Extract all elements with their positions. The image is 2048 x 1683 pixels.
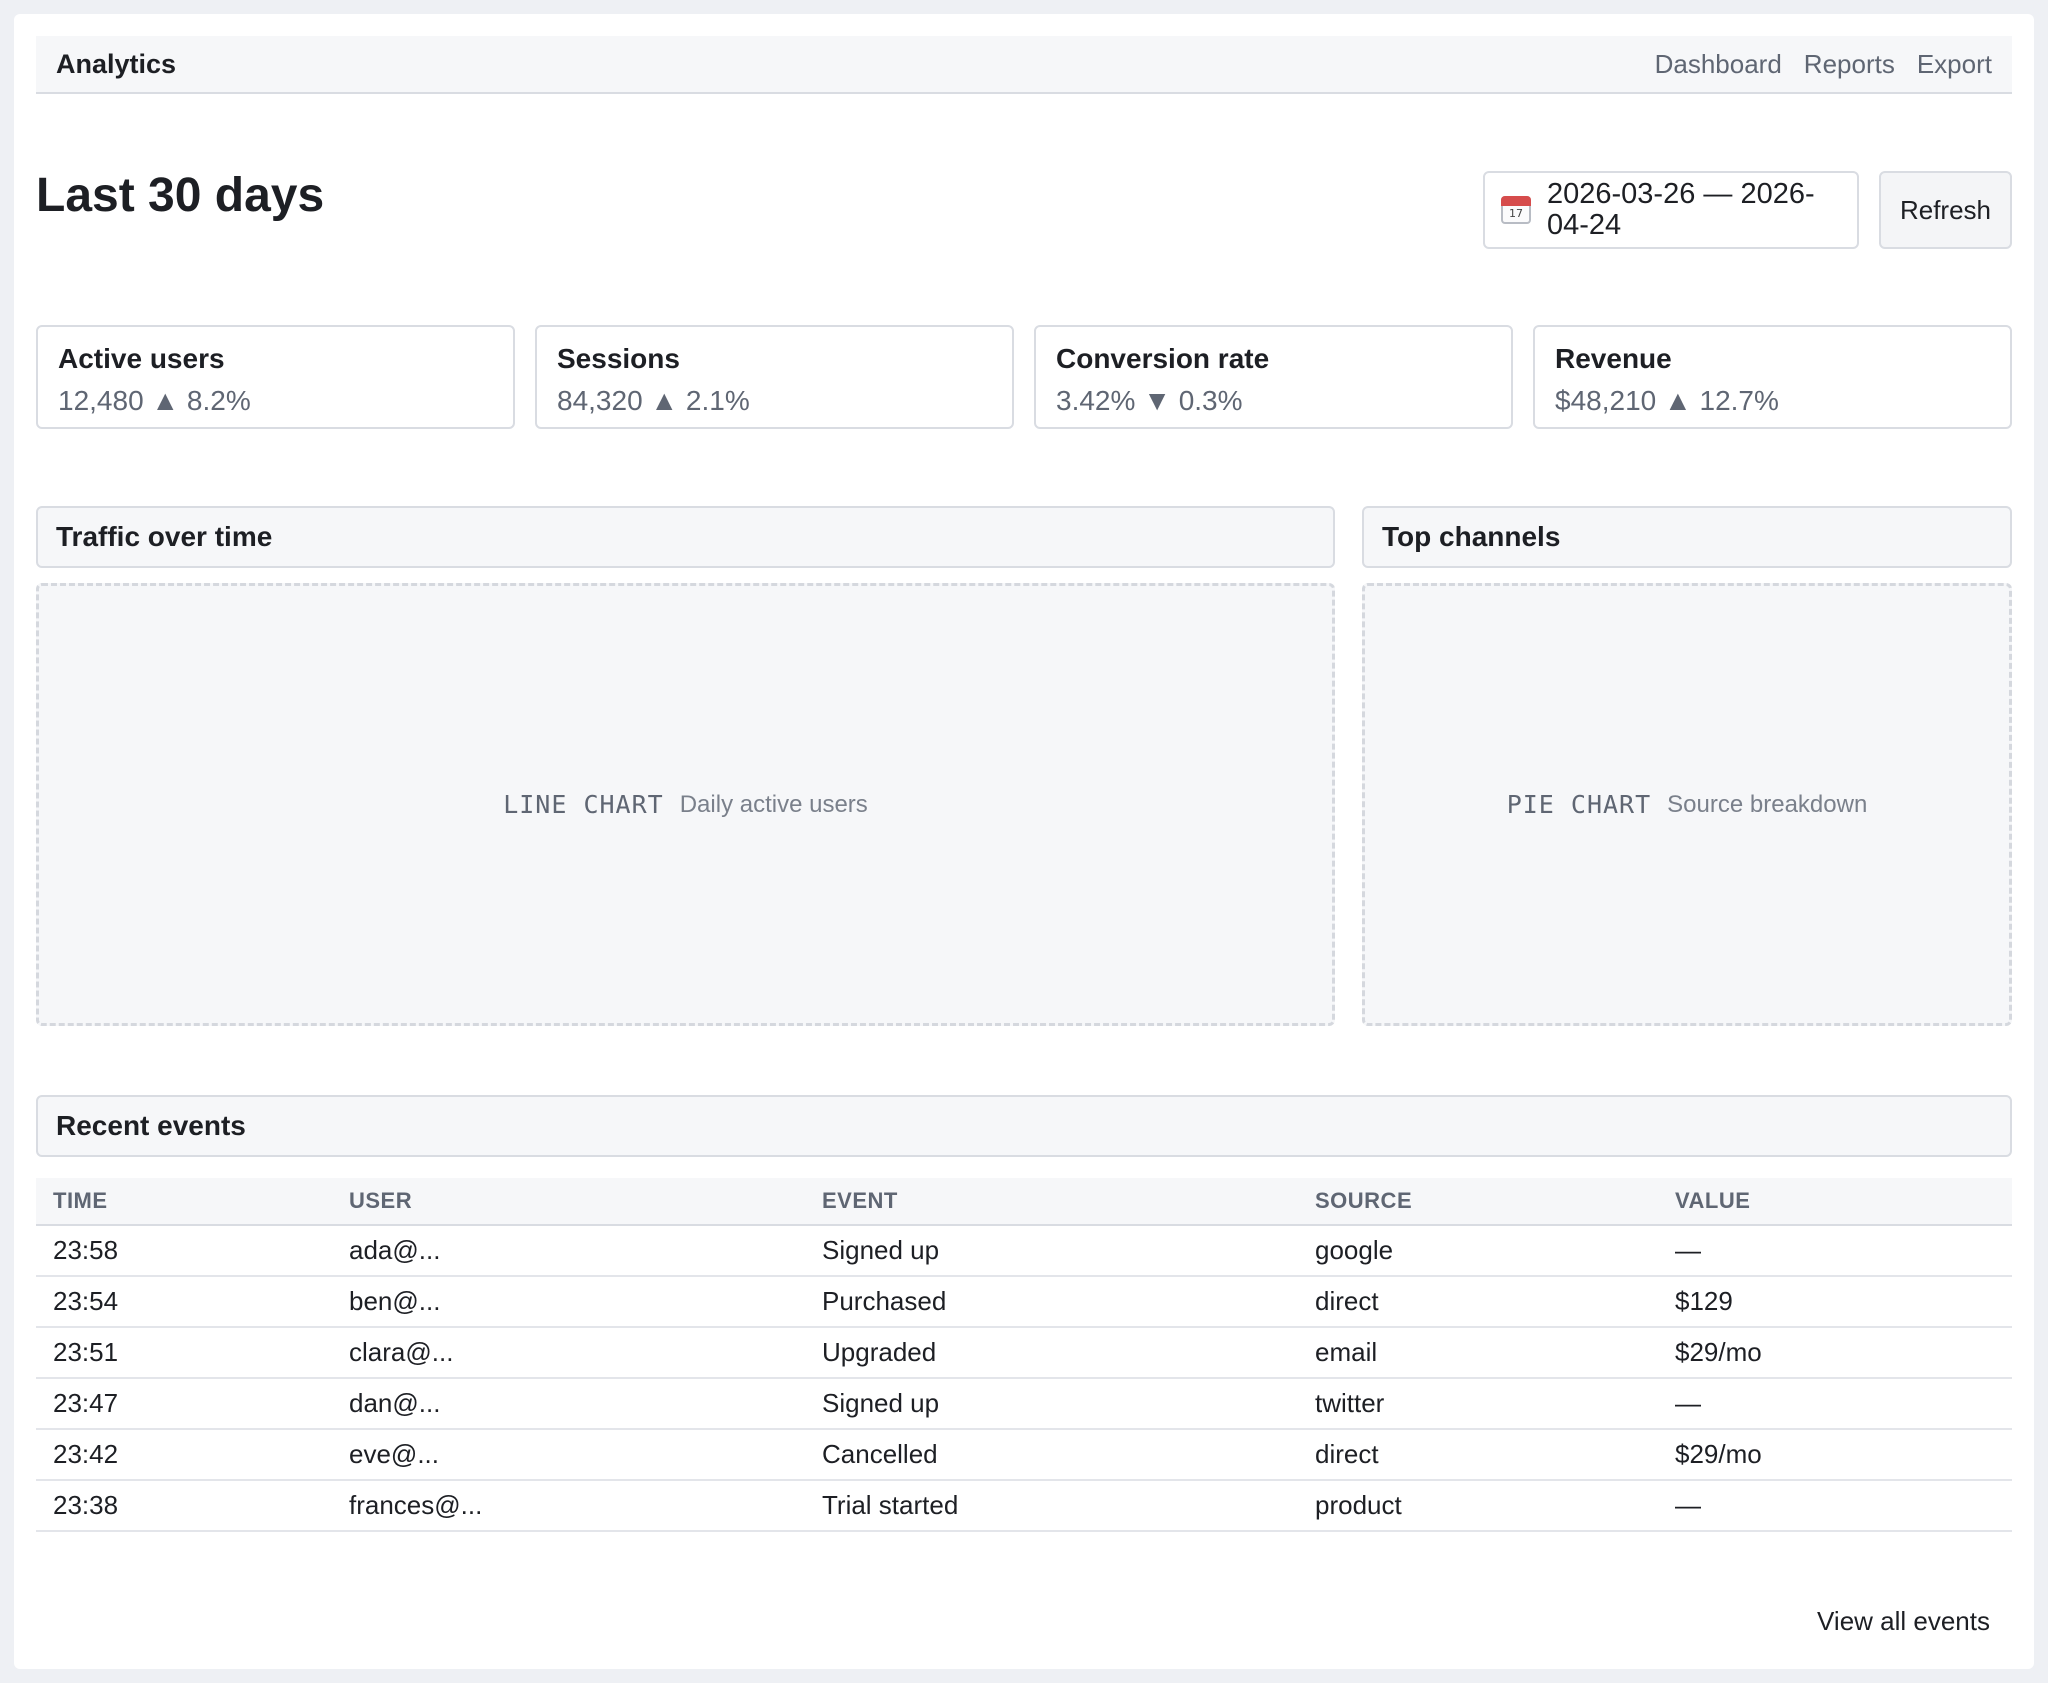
cell-user: clara@... <box>332 1327 805 1379</box>
kpi-card-sessions: Sessions 84,320 ▲ 2.1% <box>535 325 1014 429</box>
trend-down-icon: ▼ <box>1143 385 1171 416</box>
kpi-delta: 8.2% <box>186 385 251 416</box>
kpi-value-row: 12,480 ▲ 8.2% <box>58 385 493 417</box>
channels-chart-placeholder: PIE CHART Source breakdown <box>1362 583 2012 1026</box>
traffic-chart-placeholder: LINE CHART Daily active users <box>36 583 1335 1026</box>
trend-up-icon: ▲ <box>650 385 679 416</box>
kpi-delta: 2.1% <box>685 385 750 416</box>
cell-time: 23:42 <box>36 1429 332 1481</box>
table-row[interactable]: 23:54 ben@... Purchased direct $129 <box>36 1276 2012 1328</box>
column-header-time[interactable]: TIME <box>36 1178 332 1226</box>
nav-reports-link[interactable]: Reports <box>1803 48 1895 79</box>
cell-value: — <box>1658 1480 2012 1532</box>
table-row[interactable]: 23:47 dan@... Signed up twitter — <box>36 1378 2012 1430</box>
cell-event: Cancelled <box>805 1429 1298 1481</box>
kpi-value: 12,480 <box>58 385 144 416</box>
placeholder-description: Daily active users <box>679 790 868 818</box>
kpi-value: 84,320 <box>557 385 643 416</box>
column-header-source[interactable]: SOURCE <box>1298 1178 1658 1226</box>
placeholder-kind: LINE CHART <box>503 790 664 819</box>
kpi-value-row: 3.42% ▼ 0.3% <box>1056 385 1491 417</box>
placeholder-description: Source breakdown <box>1667 790 1868 818</box>
placeholder-kind: PIE CHART <box>1506 790 1652 819</box>
traffic-panel-title: Traffic over time <box>56 521 273 552</box>
table-row[interactable]: 23:51 clara@... Upgraded email $29/mo <box>36 1327 2012 1379</box>
main-nav: Dashboard Reports Export <box>1655 49 1992 80</box>
cell-source: google <box>1298 1225 1658 1277</box>
events-panel-title: Recent events <box>56 1110 246 1141</box>
kpi-label: Conversion rate <box>1056 343 1270 374</box>
date-range-value: 2026-03-26 — 2026-04-24 <box>1547 178 1815 241</box>
cell-time: 23:58 <box>36 1225 332 1277</box>
cell-user: ada@... <box>332 1225 805 1277</box>
column-header-value[interactable]: VALUE <box>1658 1178 2012 1226</box>
view-all-events-link[interactable]: View all events <box>1817 1606 1990 1636</box>
date-range-picker[interactable]: 17 2026-03-26 — 2026-04-24 <box>1483 171 1859 249</box>
kpi-label: Active users <box>58 343 225 374</box>
events-table: TIME USER EVENT SOURCE VALUE 23:58 ada@.… <box>36 1178 2012 1532</box>
cell-value: $29/mo <box>1658 1429 2012 1481</box>
kpi-delta: 0.3% <box>1178 385 1243 416</box>
cell-value: — <box>1658 1225 2012 1277</box>
cell-event: Purchased <box>805 1276 1298 1328</box>
cell-event: Trial started <box>805 1480 1298 1532</box>
table-row[interactable]: 23:42 eve@... Cancelled direct $29/mo <box>36 1429 2012 1481</box>
kpi-delta: 12.7% <box>1699 385 1779 416</box>
traffic-panel-header: Traffic over time <box>36 506 1335 568</box>
page-title: Last 30 days <box>36 169 325 222</box>
calendar-icon-day: 17 <box>1509 207 1523 220</box>
cell-user: ben@... <box>332 1276 805 1328</box>
cell-event: Signed up <box>805 1378 1298 1430</box>
app-title: Analytics <box>56 48 177 79</box>
cell-source: direct <box>1298 1276 1658 1328</box>
kpi-value-row: $48,210 ▲ 12.7% <box>1555 385 1990 417</box>
kpi-card-active-users: Active users 12,480 ▲ 8.2% <box>36 325 515 429</box>
kpi-value-row: 84,320 ▲ 2.1% <box>557 385 992 417</box>
kpi-card-revenue: Revenue $48,210 ▲ 12.7% <box>1533 325 2012 429</box>
cell-user: eve@... <box>332 1429 805 1481</box>
cell-source: email <box>1298 1327 1658 1379</box>
cell-value: — <box>1658 1378 2012 1430</box>
events-panel-header: Recent events <box>36 1095 2012 1157</box>
top-navbar: Analytics Dashboard Reports Export <box>36 36 2012 94</box>
column-header-event[interactable]: EVENT <box>805 1178 1298 1226</box>
column-header-user[interactable]: USER <box>332 1178 805 1226</box>
cell-event: Upgraded <box>805 1327 1298 1379</box>
refresh-button[interactable]: Refresh <box>1879 171 2012 249</box>
cell-event: Signed up <box>805 1225 1298 1277</box>
cell-source: twitter <box>1298 1378 1658 1430</box>
nav-dashboard-link[interactable]: Dashboard <box>1654 48 1782 79</box>
table-row[interactable]: 23:38 frances@... Trial started product … <box>36 1480 2012 1532</box>
calendar-icon: 17 <box>1501 196 1531 224</box>
kpi-label: Sessions <box>557 343 680 374</box>
cell-user: frances@... <box>332 1480 805 1532</box>
trend-up-icon: ▲ <box>1664 385 1692 416</box>
kpi-card-conversion-rate: Conversion rate 3.42% ▼ 0.3% <box>1034 325 1513 429</box>
nav-export-link[interactable]: Export <box>1916 48 1992 79</box>
cell-source: product <box>1298 1480 1658 1532</box>
kpi-value: 3.42% <box>1056 385 1136 416</box>
table-header-row: TIME USER EVENT SOURCE VALUE <box>36 1178 2012 1226</box>
cell-time: 23:47 <box>36 1378 332 1430</box>
cell-source: direct <box>1298 1429 1658 1481</box>
cell-user: dan@... <box>332 1378 805 1430</box>
cell-time: 23:38 <box>36 1480 332 1532</box>
channels-panel-title: Top channels <box>1382 521 1561 552</box>
channels-panel-header: Top channels <box>1362 506 2012 568</box>
cell-time: 23:51 <box>36 1327 332 1379</box>
table-row[interactable]: 23:58 ada@... Signed up google — <box>36 1225 2012 1277</box>
kpi-label: Revenue <box>1555 343 1672 374</box>
trend-up-icon: ▲ <box>151 385 180 416</box>
cell-value: $29/mo <box>1658 1327 2012 1379</box>
kpi-value: $48,210 <box>1555 385 1657 416</box>
cell-time: 23:54 <box>36 1276 332 1328</box>
cell-value: $129 <box>1658 1276 2012 1328</box>
